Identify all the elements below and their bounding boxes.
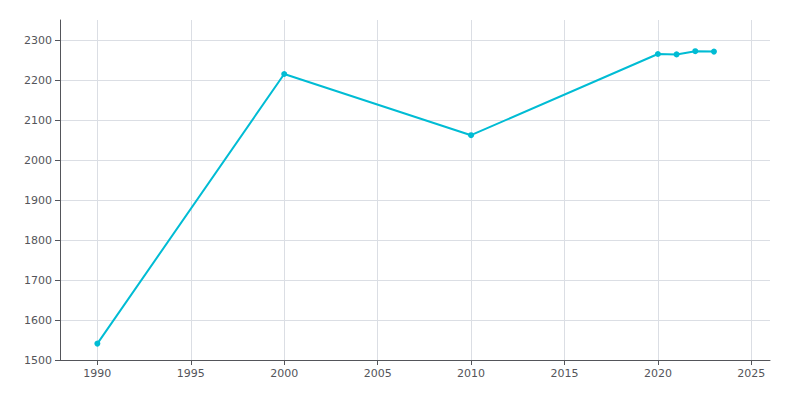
svg-text:2025: 2025 xyxy=(737,367,765,380)
svg-text:1995: 1995 xyxy=(177,367,205,380)
svg-text:1600: 1600 xyxy=(24,314,52,327)
svg-text:2100: 2100 xyxy=(24,114,52,127)
svg-text:1990: 1990 xyxy=(83,367,111,380)
svg-text:2020: 2020 xyxy=(644,367,672,380)
svg-text:1500: 1500 xyxy=(24,354,52,367)
svg-text:2300: 2300 xyxy=(24,34,52,47)
svg-text:1800: 1800 xyxy=(24,234,52,247)
svg-text:2000: 2000 xyxy=(24,154,52,167)
svg-text:2200: 2200 xyxy=(24,74,52,87)
svg-text:2015: 2015 xyxy=(550,367,578,380)
svg-text:2005: 2005 xyxy=(364,367,392,380)
svg-text:1700: 1700 xyxy=(24,274,52,287)
svg-text:1900: 1900 xyxy=(24,194,52,207)
svg-text:2010: 2010 xyxy=(457,367,485,380)
svg-text:2000: 2000 xyxy=(270,367,298,380)
